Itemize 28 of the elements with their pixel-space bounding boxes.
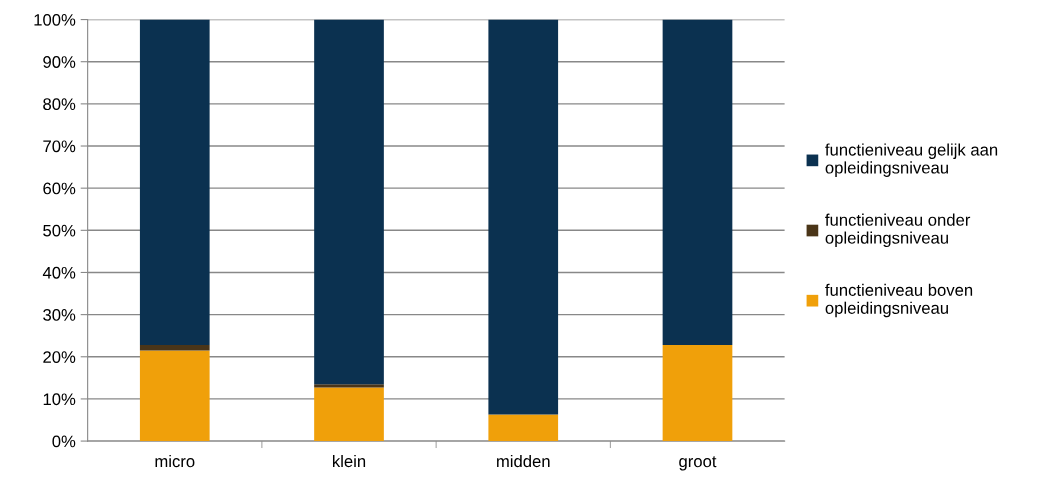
bar — [139, 19, 210, 345]
bar — [488, 19, 559, 415]
y-tick-label: 70% — [43, 140, 76, 153]
y-tick-label: 20% — [43, 351, 76, 363]
y-tick-label: 90% — [43, 56, 76, 68]
bar — [314, 384, 384, 388]
y-tick-label: 60% — [43, 182, 76, 195]
x-tick-label: klein — [332, 454, 366, 468]
y-tick-label: 80% — [43, 98, 76, 111]
x-tick-label: micro — [155, 454, 195, 468]
legend-label: functieniveau gelijk aan opleidingsniveau — [825, 143, 998, 177]
y-tick-label: 30% — [43, 309, 76, 321]
bar — [314, 387, 384, 442]
y-tick-label: 50% — [43, 224, 76, 237]
y-tick-label: 100% — [34, 13, 76, 26]
bar — [488, 414, 559, 442]
legend-label: functieniveau boven opleidingsniveau — [825, 283, 973, 318]
y-tick-label: 40% — [42, 266, 76, 279]
bar — [139, 350, 210, 442]
legend-label: functieniveau onder opleidingsniveau — [825, 213, 971, 248]
x-tick-label: midden — [497, 454, 550, 468]
x-tick-label: groot — [679, 456, 717, 471]
bar — [662, 19, 733, 345]
bar — [662, 344, 733, 442]
bar — [314, 19, 384, 385]
y-tick-label: 0% — [52, 435, 76, 448]
y-tick-label: 10% — [43, 393, 76, 406]
bar — [139, 344, 210, 351]
